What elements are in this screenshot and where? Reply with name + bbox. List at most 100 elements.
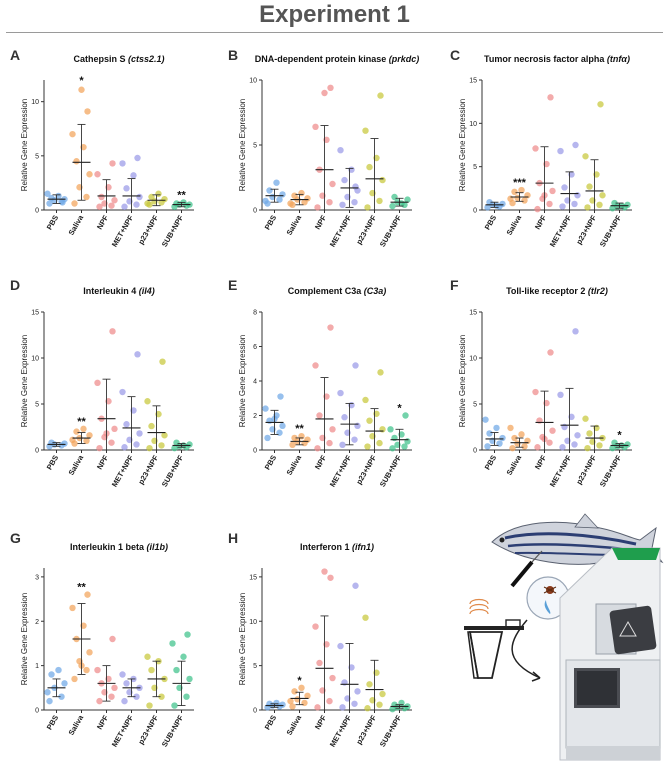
data-point (557, 147, 564, 155)
data-point (354, 688, 361, 695)
data-point (94, 171, 101, 178)
data-point (561, 184, 568, 191)
data-point (80, 425, 87, 433)
data-point (78, 86, 85, 93)
data-point (546, 200, 553, 208)
data-point (298, 684, 305, 692)
data-point (574, 432, 581, 439)
chart-title-text: Tumor necrosis factor alpha (484, 54, 607, 64)
data-point (499, 200, 506, 208)
data-point (389, 445, 396, 452)
data-point (351, 199, 358, 206)
data-point (499, 434, 506, 442)
data-point (312, 623, 319, 630)
data-point (130, 172, 137, 179)
data-point (387, 426, 394, 433)
data-point (134, 154, 141, 162)
data-point (111, 425, 118, 433)
data-point (377, 92, 384, 99)
data-point (73, 428, 80, 435)
data-point (559, 203, 566, 210)
data-point (109, 328, 116, 335)
data-point (144, 653, 151, 660)
panel-label: A (10, 47, 20, 63)
data-point (119, 160, 126, 167)
data-point (339, 201, 346, 208)
y-tick-label: 15 (31, 310, 39, 317)
data-point (277, 393, 284, 400)
data-point (321, 89, 328, 97)
significance-label: * (297, 675, 302, 687)
chart-title-gene: (il1b) (147, 542, 169, 552)
data-point (144, 200, 151, 207)
data-point (279, 701, 286, 708)
data-point (264, 434, 271, 442)
data-point (316, 412, 323, 419)
data-point (362, 396, 369, 404)
data-point (377, 369, 384, 376)
data-point (186, 441, 193, 448)
data-point (148, 422, 155, 430)
panel-label: E (228, 277, 237, 293)
y-axis-label: Relative Gene Expression (458, 335, 467, 428)
data-point (582, 153, 589, 160)
data-point (171, 444, 178, 452)
y-tick-label: 10 (249, 619, 257, 626)
data-point (121, 444, 128, 451)
significance-label: * (617, 430, 622, 442)
y-tick-label: 5 (473, 164, 477, 171)
data-point (584, 444, 591, 452)
data-point (86, 649, 93, 656)
data-point (46, 200, 53, 207)
y-axis-label: Relative Gene Expression (20, 593, 29, 686)
data-point (71, 675, 78, 683)
data-point (61, 680, 68, 687)
data-point (401, 443, 408, 450)
data-point (279, 422, 286, 430)
data-point (586, 430, 593, 437)
data-point (596, 442, 603, 449)
chart-title: Cathepsin S (ctss2.1) (73, 54, 164, 64)
data-point (61, 440, 68, 447)
data-point (69, 130, 76, 138)
data-point (482, 416, 489, 423)
data-point (161, 432, 168, 439)
chart-title: Interferon 1 (ifn1) (300, 542, 374, 552)
data-point (366, 681, 373, 688)
data-point (171, 702, 178, 709)
panel-label: D (10, 277, 20, 293)
data-point (327, 84, 334, 92)
data-point (546, 439, 553, 446)
data-point (572, 141, 579, 149)
data-point (584, 204, 591, 211)
data-point (326, 697, 333, 705)
y-tick-label: 15 (469, 78, 477, 85)
chart-title: Interleukin 4 (il4) (83, 286, 155, 296)
data-point (58, 693, 65, 700)
data-point (287, 697, 294, 705)
data-point (352, 362, 359, 369)
significance-label: ** (295, 423, 304, 435)
data-point (262, 197, 269, 205)
data-point (69, 604, 76, 612)
y-tick-label: 5 (35, 153, 39, 160)
data-point (486, 430, 493, 437)
data-point (316, 659, 323, 667)
chart-title-text: Interleukin 4 (83, 286, 139, 296)
y-tick-label: 8 (253, 310, 257, 317)
data-point (341, 414, 348, 421)
data-point (362, 614, 369, 621)
chart-title: Complement C3a (C3a) (288, 286, 387, 296)
data-point (337, 642, 344, 650)
data-point (96, 444, 103, 452)
y-tick-label: 0 (473, 448, 477, 455)
significance-label: * (79, 75, 84, 87)
chart-title-gene: (tnfα) (607, 54, 630, 64)
data-point (366, 417, 373, 424)
significance-label: * (397, 403, 402, 415)
data-point (96, 697, 103, 705)
significance-label: *** (513, 177, 527, 189)
panel-label: B (228, 47, 238, 63)
data-point (364, 443, 371, 450)
